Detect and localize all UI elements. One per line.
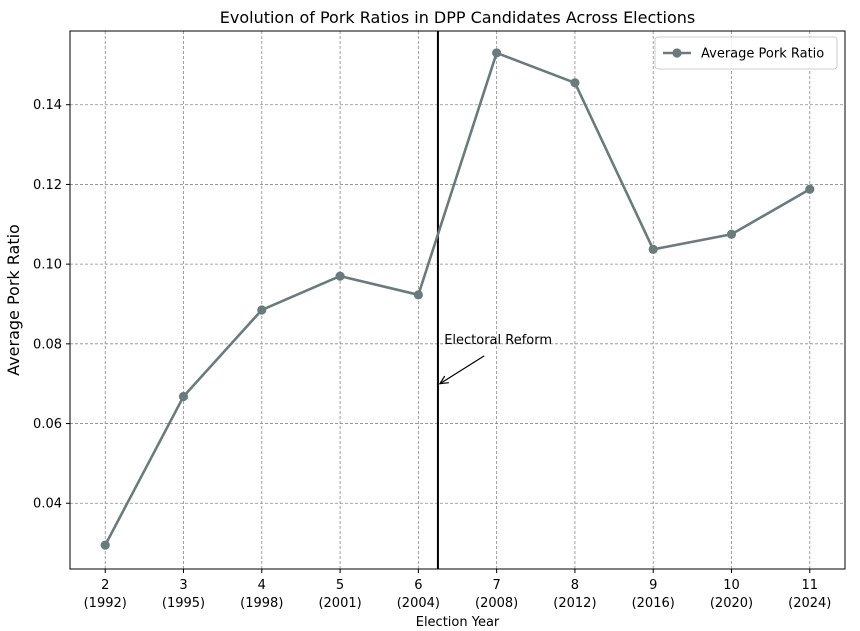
data-point	[648, 244, 658, 254]
annotation-arrow	[439, 355, 485, 385]
annotation-label: Electoral Reform	[444, 333, 552, 348]
y-tick-label: 0.06	[33, 417, 62, 432]
data-point	[100, 540, 110, 550]
x-tick-sublabel: (2012)	[553, 596, 596, 611]
x-tick-sublabel: (2020)	[710, 596, 753, 611]
x-axis: 2 (1992) 3 (1995) 4 (1998) 5 (2001) 6 (2004) 7 (200…	[84, 569, 831, 611]
x-tick-sublabel: (2004)	[397, 596, 440, 611]
y-axis-label: Average Pork Ratio	[4, 224, 23, 376]
x-tick-label: 4	[258, 578, 266, 593]
x-axis-label: Election Year	[416, 615, 500, 630]
data-point	[726, 229, 737, 239]
data-point	[570, 78, 580, 88]
x-tick-sublabel: (1995)	[162, 596, 205, 611]
x-tick-label: 9	[649, 578, 657, 593]
x-tick-label: 5	[336, 578, 344, 593]
x-tick-label: 10	[723, 578, 740, 593]
plot-frame	[69, 30, 846, 570]
legend: Average Pork Ratio	[654, 36, 838, 70]
y-tick-label: 0.10	[33, 258, 62, 273]
x-tick-sublabel: (2008)	[475, 596, 518, 611]
x-tick-label: 8	[571, 578, 579, 593]
data-point	[178, 391, 189, 402]
x-tick-sublabel: (2016)	[632, 596, 675, 611]
x-tick-sublabel: (2024)	[788, 596, 831, 611]
y-tick-label: 0.14	[33, 98, 62, 113]
x-tick-sublabel: (1992)	[84, 596, 127, 611]
data-point	[335, 271, 345, 281]
x-tick-label: 6	[414, 578, 422, 593]
x-tick-label: 2	[101, 578, 109, 593]
x-tick-label: 7	[493, 578, 501, 593]
y-tick-label: 0.04	[33, 497, 62, 512]
chart-title: Evolution of Pork Ratios in DPP Candidat…	[220, 8, 696, 27]
x-tick-sublabel: (1998)	[240, 596, 283, 611]
annotation-arrowhead	[438, 375, 449, 385]
legend-marker	[672, 48, 682, 58]
x-tick-sublabel: (2001)	[318, 596, 361, 611]
y-tick-label: 0.12	[33, 178, 62, 193]
series-line	[104, 51, 811, 546]
data-point	[805, 184, 815, 194]
data-point	[492, 48, 502, 58]
series-group	[100, 48, 815, 550]
x-tick-label: 3	[179, 578, 187, 593]
legend-label: Average Pork Ratio	[701, 47, 824, 62]
x-tick-label: 11	[801, 578, 818, 593]
y-axis: 0.04 0.06 0.08 0.10 0.12 0.14	[33, 98, 70, 512]
annotation-group: Electoral Reform	[438, 333, 552, 385]
data-point	[257, 305, 267, 315]
data-point	[413, 290, 423, 300]
legend-box	[654, 36, 838, 70]
y-tick-label: 0.08	[33, 337, 62, 352]
grid-lines	[70, 31, 845, 569]
